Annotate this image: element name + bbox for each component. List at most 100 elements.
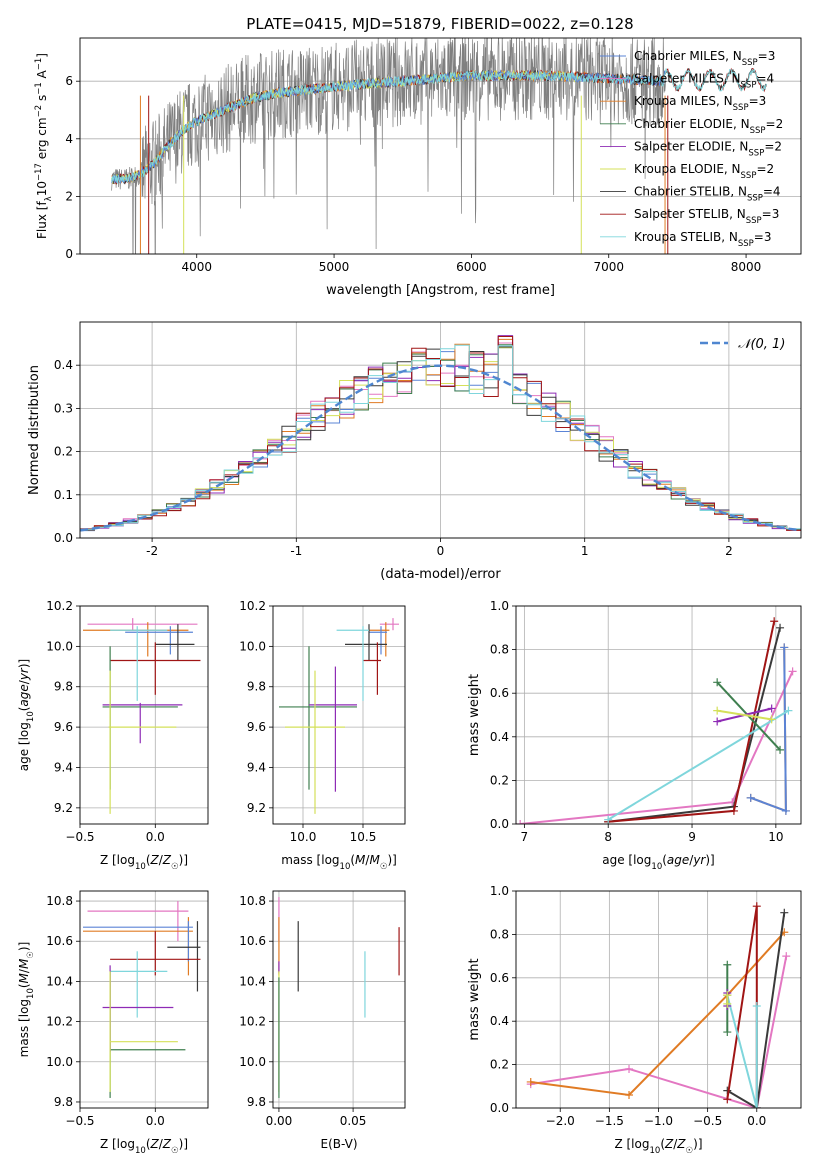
y-axis-label: mass [log10(M/M☉)]	[17, 942, 36, 1058]
y-tick-label: 0	[65, 247, 73, 261]
y-tick-label: 10.2	[239, 1015, 266, 1029]
weight-line	[726, 994, 758, 1108]
y-tick-label: 9.2	[247, 801, 266, 815]
weight-line	[717, 709, 772, 721]
residuals-axes: -2 -1 0 1 2 0.0 0.1 0.2 0.3 0.4 (data-model)/error…	[27, 321, 802, 582]
y-tick-label: 10.4	[239, 974, 266, 988]
x-tick-label: 9	[688, 830, 696, 844]
age_vs_mass-plot-area	[279, 618, 399, 814]
x-tick-label: 8000	[731, 260, 762, 274]
y-tick-label: 0.1	[54, 488, 73, 502]
histogram-step-line	[80, 344, 801, 530]
x-tick-label: 10.0	[290, 830, 317, 844]
mass_weight_vs_Z-grid	[516, 890, 801, 1109]
mass_vs_Z-axes: −0.5 0.0 9.8 10.0 10.2 10.4 10.6 10.8 Z [log10(Z…	[17, 890, 209, 1156]
y-tick-label: 10.2	[46, 1015, 73, 1029]
y-tick-label: 0.4	[490, 730, 509, 744]
y-tick-label: 1.0	[490, 884, 509, 898]
figure-title: PLATE=0415, MJD=51879, FIBERID=0022, z=0…	[246, 15, 633, 33]
mass_weight_vs_age-frame	[515, 605, 802, 825]
weight-marker	[526, 1077, 535, 1086]
x-axis-label: mass [log10(M/M☉)]	[281, 853, 397, 872]
x-axis-label: wavelength [Angstrom, rest frame]	[326, 283, 555, 298]
weight-marker	[723, 999, 732, 1008]
y-tick-label: 9.8	[54, 680, 73, 694]
y-tick-label: 9.8	[54, 1095, 73, 1109]
y-axis-label: Normed distribution	[27, 365, 42, 495]
weight-marker	[713, 678, 722, 687]
age_vs_Z-plot-area	[83, 618, 201, 814]
y-tick-label: 0.8	[490, 927, 509, 941]
x-tick-label: -2	[146, 544, 158, 558]
weight-marker	[723, 1028, 732, 1037]
y-tick-label: 10.4	[46, 974, 73, 988]
x-tick-label: −1.5	[595, 1114, 624, 1128]
mass_weight_vs_Z-frame	[515, 890, 802, 1109]
histogram-step-line	[80, 336, 801, 531]
y-axis-label: mass weight	[467, 674, 482, 756]
x-tick-label: 0.0	[146, 830, 165, 844]
y-tick-label: 0.4	[54, 358, 73, 372]
age_vs_mass-axes: 10.0 10.5 9.2 9.4 9.6 9.8 10.0 10.2 mass [log10(…	[239, 599, 406, 872]
spectrum-legend: Chabrier MILES, NSSP=3 Salpeter MILES, NS…	[600, 49, 783, 249]
age_vs_Z-frame	[79, 605, 209, 825]
weight-line	[608, 621, 776, 823]
x-tick-label: 0.0	[146, 1114, 165, 1128]
spectrum-frame	[79, 37, 802, 255]
y-tick-label: 10.8	[46, 894, 73, 908]
legend-label: Salpeter STELIB, NSSP=3	[634, 207, 779, 226]
y-tick-label: 6	[65, 74, 73, 88]
x-tick-label: −1.0	[644, 1114, 673, 1128]
x-tick-label: 7000	[593, 260, 624, 274]
legend-label: Salpeter ELODIE, NSSP=2	[634, 139, 782, 158]
weight-marker	[723, 1095, 732, 1104]
x-axis-label: E(B-V)	[320, 1137, 357, 1151]
mass_weight_vs_age-plot-area	[516, 617, 797, 824]
mass_vs_EBV-frame	[272, 890, 406, 1109]
y-tick-label: 9.6	[247, 720, 266, 734]
y-tick-label: 9.4	[247, 760, 266, 774]
mass_vs_Z-frame	[79, 890, 209, 1109]
y-tick-label: 1.0	[490, 599, 509, 613]
residuals-frame	[79, 321, 802, 539]
y-tick-label: 0.0	[490, 1101, 509, 1115]
weight-marker	[776, 745, 785, 754]
weight-marker	[713, 706, 722, 715]
x-axis-label: Z [log10(Z/Z☉)]	[100, 853, 188, 872]
y-tick-label: 2	[65, 189, 73, 203]
y-tick-label: 0.0	[490, 817, 509, 831]
weight-marker	[729, 806, 738, 815]
legend-label: 𝒩(0, 1)	[738, 337, 785, 352]
mass_vs_Z-plot-area	[83, 901, 201, 1098]
gaussian-reference-curve	[80, 364, 799, 532]
y-tick-label: 9.4	[54, 760, 73, 774]
weight-marker	[752, 1104, 761, 1108]
y-tick-label: 0.6	[490, 971, 509, 985]
weight-marker	[746, 793, 755, 802]
weight-marker	[752, 1002, 761, 1011]
x-tick-label: 10.5	[350, 830, 377, 844]
legend-label: Kroupa STELIB, NSSP=3	[634, 230, 772, 249]
x-tick-label: 2	[725, 544, 733, 558]
legend-label: Salpeter MILES, NSSP=4	[634, 72, 774, 91]
x-tick-label: 7	[521, 830, 529, 844]
mass_weight_vs_age-axes: 7 8 9 10 0.0 0.2 0.4 0.6 0.8 1.0 age [log10(age/yr…	[467, 599, 802, 872]
y-axis-label: Flux [fλ10−17 erg cm−2 s−1 A−1]	[34, 53, 54, 239]
weight-marker	[516, 820, 525, 824]
y-tick-label: 0.0	[54, 531, 73, 545]
x-tick-label: 8	[604, 830, 612, 844]
plots-layer: 4000 5000 6000 7000 8000 0 2 4 6 wavelength [Angs…	[17, 37, 802, 1156]
x-tick-label: −0.5	[65, 1114, 94, 1128]
spectrum-model-line	[111, 68, 768, 184]
weight-line	[607, 709, 789, 821]
weight-marker	[767, 715, 776, 724]
weight-marker	[784, 706, 793, 715]
y-tick-label: 10.8	[239, 894, 266, 908]
weight-marker	[604, 815, 613, 824]
weight-marker	[625, 1090, 634, 1099]
y-tick-label: 4	[65, 132, 73, 146]
y-tick-label: 0.3	[54, 401, 73, 415]
x-tick-label: 5000	[319, 260, 350, 274]
y-tick-label: 10.0	[239, 1055, 266, 1069]
y-tick-label: 0.2	[54, 445, 73, 459]
